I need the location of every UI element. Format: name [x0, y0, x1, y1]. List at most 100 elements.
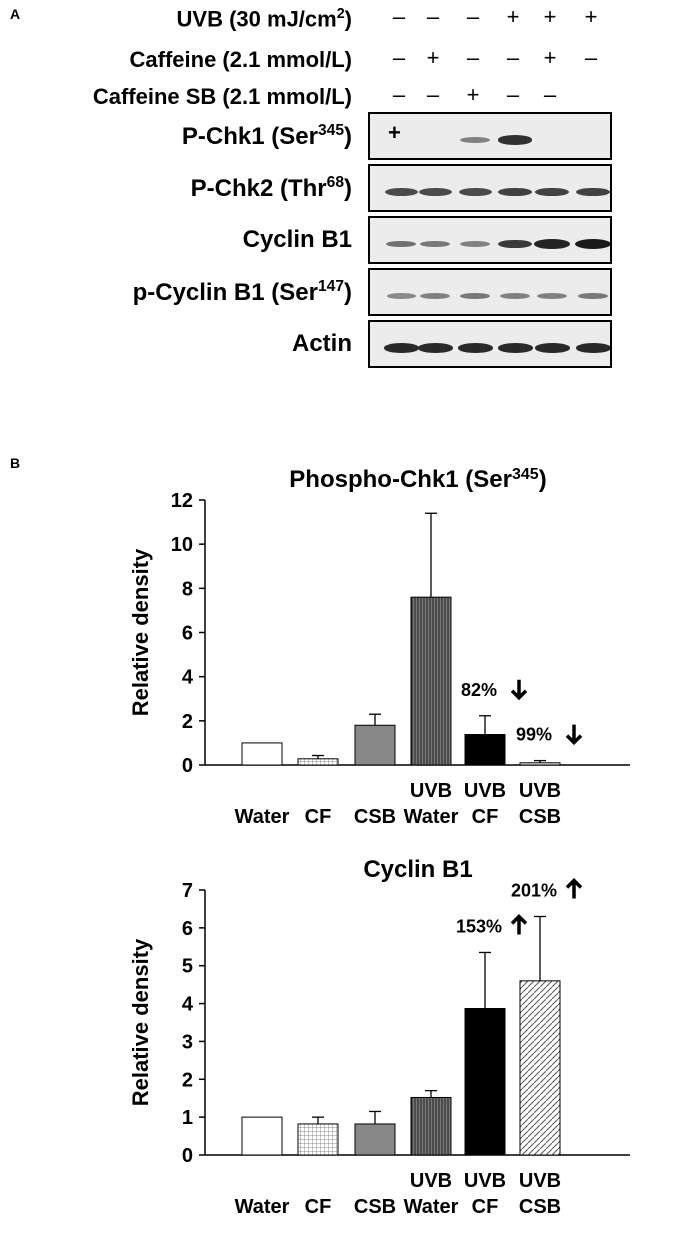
x-tick-label: UVB — [464, 1170, 506, 1192]
bar — [354, 1123, 396, 1156]
cyclin-b1-chart: Cyclin B1 Relative density 0 1 2 3 4 5 6 7 Water CF… — [128, 856, 630, 1218]
blot-label-2: P-Chk2 (Thr68) — [190, 174, 352, 202]
condition-sign: + — [466, 82, 480, 107]
y-axis-label: Relative density — [128, 938, 153, 1106]
y-axis-label: Relative density — [128, 548, 153, 716]
x-tick-label: UVB — [519, 780, 561, 802]
x-tick-label: CF — [305, 806, 332, 828]
blot-band — [383, 343, 419, 353]
blot-band — [498, 187, 532, 197]
condition-sign: + — [543, 4, 557, 29]
annotation-label: 99% — [516, 725, 552, 745]
bar — [410, 596, 452, 766]
condition-label-3: Caffeine SB (2.1 mmol/L) — [92, 84, 352, 109]
y-tick-label: 7 — [182, 880, 193, 902]
blot-band — [420, 292, 450, 300]
blot-band — [460, 136, 490, 144]
blot-band — [575, 343, 610, 353]
blot-band — [418, 187, 452, 197]
blot-label-5: Actin — [292, 330, 352, 357]
y-tick-label: 6 — [182, 623, 193, 645]
down-arrow-icon — [510, 679, 528, 701]
blot-label-1: P-Chk1 (Ser345) — [181, 122, 352, 150]
blot-band — [460, 240, 490, 248]
blot-band — [497, 135, 533, 145]
condition-sign: – — [392, 82, 406, 107]
blot-band — [420, 240, 450, 248]
y-tick-label: 5 — [182, 956, 193, 978]
x-tick-label: UVB — [410, 780, 452, 802]
chart-title: Phospho-Chk1 (Ser345) — [289, 466, 546, 494]
blot-label-3: Cyclin B1 — [242, 226, 352, 253]
blot-band — [417, 343, 453, 353]
blot-band — [385, 240, 417, 248]
condition-sign: – — [543, 82, 557, 107]
condition-sign: + — [543, 45, 557, 70]
condition-sign: – — [466, 45, 480, 70]
blot-band — [498, 239, 532, 249]
condition-sign: – — [426, 4, 440, 29]
bar — [410, 1096, 452, 1156]
blot-label-4: p-Cyclin B1 (Ser147) — [132, 278, 352, 306]
blot-band — [384, 187, 418, 197]
blot-band — [578, 292, 608, 300]
blot-band — [500, 292, 530, 300]
annotation-label: 153% — [456, 916, 502, 936]
bar — [519, 762, 561, 766]
up-arrow-icon — [510, 913, 528, 935]
condition-label-1: UVB (30 mJ/cm2) — [176, 6, 352, 32]
condition-sign: – — [506, 45, 520, 70]
condition-sign: + — [506, 4, 520, 29]
y-tick-label: 2 — [182, 1069, 193, 1091]
x-tick-label: UVB — [464, 780, 506, 802]
y-tick-label: 12 — [171, 490, 193, 512]
bar — [297, 758, 339, 766]
blot-mark: + — [388, 120, 401, 145]
bar — [464, 1007, 506, 1156]
x-tick-label: UVB — [519, 1170, 561, 1192]
annotation-label: 201% — [511, 881, 557, 901]
blot-band — [534, 239, 570, 249]
x-tick-label: Water — [235, 1196, 290, 1218]
condition-sign: – — [584, 45, 598, 70]
blot-band — [534, 343, 570, 353]
blot-strip — [368, 268, 612, 316]
x-tick-label: Water — [235, 806, 290, 828]
x-tick-label: CSB — [519, 806, 561, 828]
y-tick-label: 3 — [182, 1031, 193, 1053]
x-tick-label: CF — [472, 1196, 499, 1218]
x-tick-label: Water — [404, 806, 459, 828]
x-tick-label: CSB — [354, 806, 396, 828]
up-arrow-icon — [565, 878, 583, 899]
x-tick-label: UVB — [410, 1170, 452, 1192]
blot-band — [458, 187, 492, 197]
bar — [464, 734, 506, 766]
x-tick-label: CSB — [519, 1196, 561, 1218]
condition-sign: – — [392, 45, 406, 70]
blot-band — [535, 187, 569, 197]
annotation-label: 82% — [461, 680, 497, 700]
blot-band — [497, 343, 533, 353]
blot-band — [386, 293, 416, 299]
bar — [354, 724, 396, 766]
blot-strip: + — [368, 112, 612, 160]
y-tick-label: 10 — [171, 534, 193, 556]
condition-sign: – — [506, 82, 520, 107]
chart-title: Cyclin B1 — [363, 856, 472, 883]
bar — [519, 980, 561, 1156]
panel-b-letter: B — [10, 455, 21, 471]
x-tick-label: CF — [472, 806, 499, 828]
y-tick-label: 0 — [182, 755, 193, 777]
bar — [241, 1116, 283, 1156]
condition-sign: – — [426, 82, 440, 107]
blot-band — [575, 239, 610, 249]
bar — [241, 742, 283, 766]
bar — [297, 1123, 339, 1156]
phospho-chk1-chart: Phospho-Chk1 (Ser345) Relative density 0 2 4… — [128, 466, 630, 828]
condition-sign: – — [466, 4, 480, 29]
y-tick-label: 4 — [182, 994, 194, 1016]
blot-band — [460, 292, 490, 300]
y-tick-label: 6 — [182, 918, 193, 940]
blot-band — [537, 292, 567, 300]
y-tick-label: 2 — [182, 711, 193, 733]
